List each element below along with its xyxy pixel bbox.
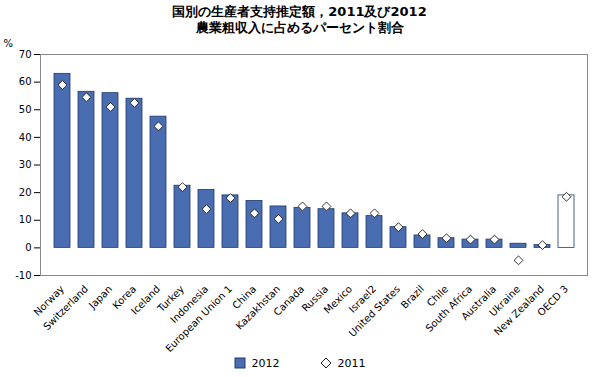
svg-text:Turkey: Turkey (155, 283, 187, 314)
svg-text:Russia: Russia (299, 283, 331, 314)
html-text:国別の生産者支持推定額，2011及び2012: 国別の生産者支持推定額，2011及び2012 (172, 4, 427, 19)
svg-text:Canada: Canada (271, 283, 306, 318)
svg-text:New Zealand: New Zealand (491, 283, 547, 338)
svg-text:70: 70 (19, 49, 32, 60)
svg-text:Chile: Chile (424, 283, 451, 309)
svg-text:Brazil: Brazil (399, 283, 427, 311)
svg-text:Mexico: Mexico (321, 283, 355, 316)
svg-text:European Union 1: European Union 1 (163, 283, 234, 354)
svg-text:0: 0 (25, 242, 31, 253)
svg-text:40: 40 (19, 132, 32, 143)
svg-text:Iceland: Iceland (129, 283, 162, 316)
svg-text:10: 10 (19, 214, 32, 225)
svg-text:30: 30 (19, 159, 32, 170)
svg-text:%: % (4, 38, 14, 49)
svg-text:Australia: Australia (459, 283, 499, 323)
html-text:2011: 2011 (337, 356, 366, 370)
svg-text:Kazakhstan: Kazakhstan (233, 283, 283, 332)
svg-text:Ukraine: Ukraine (487, 283, 523, 319)
svg-text:20: 20 (19, 187, 32, 198)
svg-text:Korea: Korea (110, 283, 139, 312)
svg-text:Switzerland: Switzerland (41, 283, 90, 332)
svg-text:OECD 3: OECD 3 (535, 283, 570, 318)
svg-text:Indonesia: Indonesia (168, 283, 211, 326)
svg-text:Israel2: Israel2 (346, 283, 379, 315)
svg-text:United States: United States (347, 283, 403, 339)
svg-text:Norway: Norway (31, 283, 67, 318)
html-text:2012: 2012 (251, 356, 280, 370)
svg-text:60: 60 (19, 76, 32, 87)
svg-text:50: 50 (19, 104, 32, 115)
svg-text:China: China (230, 283, 259, 312)
html-text:農業粗収入に占めるパーセント割合: 農業粗収入に占めるパーセント割合 (195, 20, 404, 35)
svg-text:-10: -10 (15, 270, 31, 281)
svg-text:South Africa: South Africa (423, 283, 475, 334)
svg-text:Japan: Japan (86, 283, 114, 311)
